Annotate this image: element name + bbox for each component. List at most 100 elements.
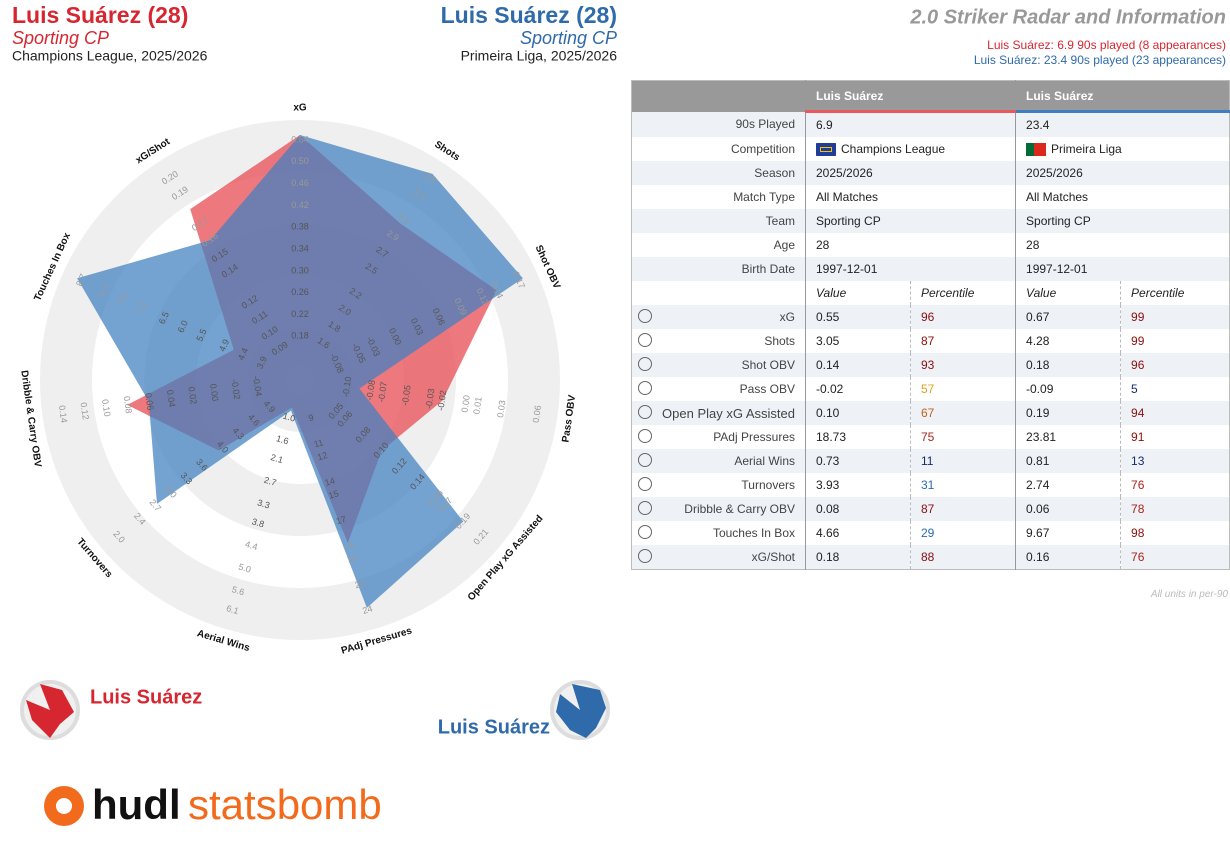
axis-tick-label: 7.6: [115, 291, 129, 307]
stat-value: 9.67: [1015, 521, 1121, 545]
info-value: Primeira Liga: [1015, 137, 1230, 161]
axis-tick-label: 24: [361, 603, 373, 615]
axis-tick-label: 8.1: [97, 283, 111, 299]
axis-tick-label: -0.02: [229, 378, 242, 400]
axis-tick-label: 0.00: [459, 394, 471, 413]
stat-header: Percentile: [1120, 281, 1230, 305]
percentile: 99: [1120, 305, 1230, 329]
percentile: 76: [1120, 545, 1230, 570]
stat-value: 0.55: [805, 305, 911, 329]
axis-tick-label: -0.07: [376, 381, 389, 403]
stat-header: Percentile: [909, 281, 1016, 305]
stat-icon: [638, 453, 652, 467]
axis-tick-label: 7.1: [134, 300, 148, 316]
axis-tick-label: 8.7: [74, 272, 88, 288]
info-value: 2025/2026: [804, 161, 1016, 185]
info-text: 2025/2026: [816, 166, 873, 180]
info-row: Competition Champions League Primeira Liga: [632, 137, 1230, 161]
axis-tick-label: 0.08: [122, 395, 134, 414]
row-label: Match Type: [733, 190, 795, 204]
percentile: 93: [909, 353, 1016, 377]
stat-value: 18.73: [805, 425, 911, 449]
axis-tick-label: 3.9: [255, 355, 269, 371]
stat-value: 0.14: [805, 353, 911, 377]
axis-tick-label: -0.08: [364, 379, 377, 401]
info-text: All Matches: [1026, 190, 1089, 204]
stat-value: 3.05: [805, 329, 911, 353]
axis-tick-label: 17: [335, 514, 347, 526]
stat-icon: [638, 381, 652, 395]
axis-tick-label: 1.6: [275, 433, 290, 446]
axis-tick-label: 0.03: [495, 400, 507, 419]
stat-icon: [638, 501, 652, 515]
info-value: Sporting CP: [1015, 209, 1230, 233]
info-row: Age 28 28: [632, 233, 1230, 257]
info-text: 28: [816, 238, 830, 252]
row-label: Turnovers: [632, 473, 806, 497]
legend-icon: [20, 680, 610, 740]
header-cell: [632, 281, 806, 305]
axis-tick-label: 11: [313, 437, 325, 449]
axis-tick-label: 0.46: [291, 178, 309, 188]
row-label: 90s Played: [631, 111, 806, 137]
stat-value: 0.16: [1015, 545, 1121, 570]
percentile: 13: [1120, 449, 1230, 473]
axis-tick-label: 14: [324, 476, 336, 488]
axis-tick-label: 0.02: [186, 386, 198, 405]
axis-tick-label: 20: [346, 552, 358, 564]
stat-row: Touches In Box 4.66 29 9.67 98: [632, 521, 1230, 545]
axis-tick-label: 4.4: [236, 346, 250, 362]
axis-tick-label: 0.06: [143, 392, 155, 411]
stat-row: Dribble & Carry OBV 0.08 87 0.06 78: [631, 497, 1230, 521]
axis-tick-label: -0.05: [400, 384, 413, 406]
axis-tick-label: 0.00: [208, 383, 220, 402]
axis-tick-label: 0.22: [291, 309, 309, 319]
subtitle: Luis Suárez: 6.9 90s played (8 appearanc…: [987, 38, 1226, 52]
row-label: Aerial Wins: [631, 449, 806, 473]
stat-value: 0.81: [1015, 449, 1121, 473]
stat-value: 0.73: [805, 449, 911, 473]
row-label: Age: [773, 238, 795, 252]
row-label: Pass OBV: [632, 377, 806, 401]
stat-value: 23.81: [1015, 425, 1121, 449]
stat-row: Shot OBV 0.14 93 0.18 96: [631, 353, 1230, 377]
percentile: 94: [1120, 401, 1230, 425]
row-label: Season: [631, 161, 806, 185]
row-label: Team: [631, 209, 806, 233]
stat-row: Pass OBV -0.02 57 -0.09 5: [632, 377, 1230, 401]
stat-label: Pass OBV: [739, 382, 795, 396]
stat-label: Open Play xG Assisted: [662, 405, 795, 421]
player-name: Luis Suárez (28): [441, 2, 617, 28]
percentile: 99: [1120, 329, 1230, 353]
info-row: 90s Played 6.9 23.4: [631, 111, 1230, 137]
axis-tick-label: 6.5: [157, 310, 171, 326]
info-value: 28: [804, 233, 1016, 257]
axis-tick-label: 0.06: [531, 405, 543, 424]
stat-row: Turnovers 3.93 31 2.74 76: [632, 473, 1230, 497]
stat-value: 0.18: [1015, 353, 1121, 377]
stat-label: Touches In Box: [712, 526, 795, 540]
stat-value: 0.19: [1015, 401, 1121, 425]
axis-label: Dribble & Carry OBV: [18, 370, 43, 469]
stat-icon: [638, 405, 652, 419]
axis-tick-label: 6.0: [176, 319, 190, 335]
percentile: 87: [909, 329, 1016, 353]
info-value: 2025/2026: [1015, 161, 1230, 185]
stat-header-row: Value Percentile Value Percentile: [632, 281, 1230, 305]
stat-row: Open Play xG Assisted 0.10 67 0.19 94: [631, 401, 1230, 425]
info-text: Champions League: [841, 141, 946, 156]
axis-tick-label: 1.0: [282, 411, 297, 424]
info-text: 28: [1026, 238, 1040, 252]
footnote: All units in per-90: [1150, 589, 1228, 600]
axis-tick-label: 0.14: [57, 405, 69, 424]
percentile: 98: [1120, 521, 1230, 545]
axis-tick-label: 0.18: [291, 331, 309, 341]
stat-value: 0.08: [805, 497, 911, 521]
player-team: Sporting CP: [520, 28, 617, 48]
stat-value: -0.02: [805, 377, 911, 401]
info-value: All Matches: [804, 185, 1016, 209]
percentile: 87: [909, 497, 1016, 521]
stat-value: 3.93: [805, 473, 911, 497]
stat-value: 0.67: [1015, 305, 1121, 329]
